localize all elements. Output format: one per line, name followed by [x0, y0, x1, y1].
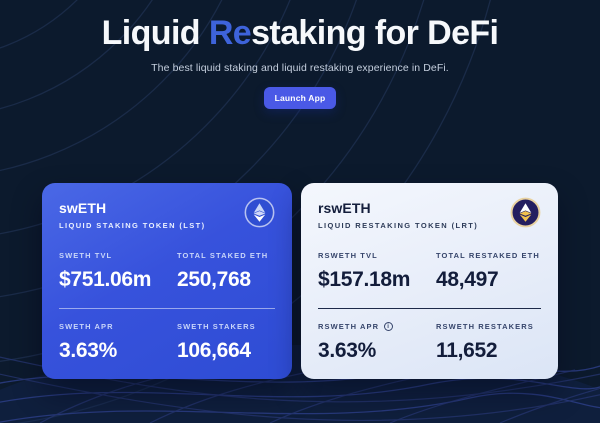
rsweth-card-header: rswETH LIQUID RESTAKING TOKEN (LRT): [318, 197, 541, 230]
token-cards: swETH LIQUID STAKING TOKEN (LST) SWETH T…: [0, 183, 600, 379]
title-pre: Liquid: [101, 14, 209, 52]
stat-rsweth-tvl: RSWETH TVL $157.18m: [318, 251, 411, 291]
eth-diamond-gold-icon: [510, 197, 541, 228]
title-highlight: Re: [208, 14, 252, 52]
eth-diamond-icon: [244, 197, 275, 228]
page-subtitle: The best liquid staking and liquid resta…: [151, 62, 449, 75]
sweth-card-header: swETH LIQUID STAKING TOKEN (LST): [59, 197, 275, 230]
info-icon[interactable]: i: [384, 322, 394, 331]
title-post: staking for DeFi: [251, 14, 499, 52]
rsweth-card-subtitle: LIQUID RESTAKING TOKEN (LRT): [318, 221, 479, 230]
page-title: Liquid Restaking for DeFi: [0, 14, 600, 52]
launch-app-button[interactable]: Launch App: [263, 87, 337, 110]
stat-sweth-tvl: SWETH TVL $751.06m: [59, 251, 152, 291]
stat-sweth-stakers: SWETH STAKERS 106,664: [177, 322, 256, 362]
stat-total-restaked-eth: TOTAL RESTAKED ETH 48,497: [436, 251, 540, 291]
rsweth-card-title: rswETH: [318, 200, 371, 216]
sweth-card-subtitle: LIQUID STAKING TOKEN (LST): [59, 221, 206, 230]
stat-sweth-apr: SWETH APR 3.63%: [59, 322, 118, 362]
hero-section: Liquid Restaking for DeFi The best liqui…: [0, 0, 600, 110]
card-divider: [59, 308, 275, 309]
sweth-stats: SWETH TVL $751.06m TOTAL STAKED ETH 250,…: [59, 251, 275, 363]
card-divider: [318, 308, 541, 309]
sweth-card: swETH LIQUID STAKING TOKEN (LST) SWETH T…: [42, 183, 292, 379]
stat-rsweth-apr: RSWETH APR i 3.63%: [318, 322, 436, 363]
stat-rsweth-restakers: RSWETH RESTAKERS 11,652: [436, 322, 534, 362]
rsweth-card: rswETH LIQUID RESTAKING TOKEN (LRT) RSWE…: [301, 183, 558, 379]
rsweth-stats: RSWETH TVL $157.18m TOTAL RESTAKED ETH 4…: [318, 251, 541, 363]
stat-total-staked-eth: TOTAL STAKED ETH 250,768: [177, 251, 269, 291]
sweth-card-title: swETH: [59, 200, 107, 216]
